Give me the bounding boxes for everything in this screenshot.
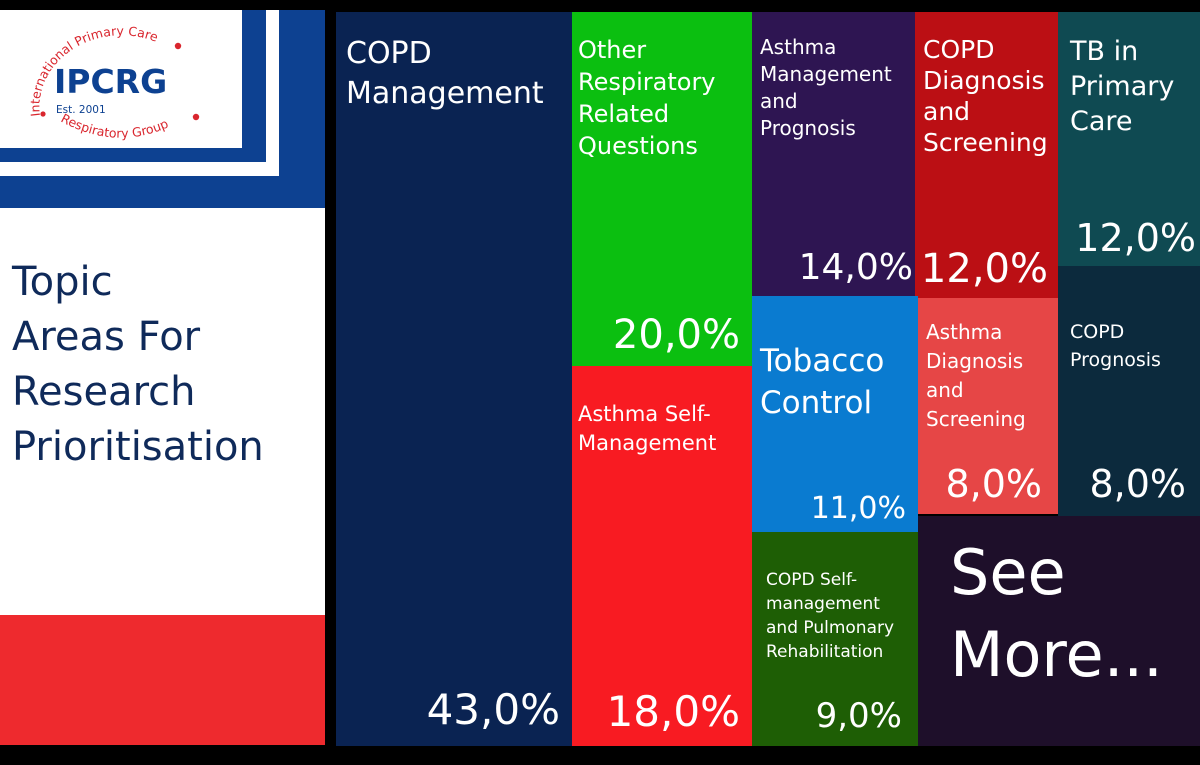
treemap-tile-value: 8,0% (1089, 462, 1186, 506)
treemap-tile[interactable]: COPD Diagnosis and Screening 12,0% (915, 12, 1058, 298)
treemap-tile-value: 11,0% (810, 491, 906, 526)
logo-dot (174, 42, 182, 50)
logo-dot (40, 111, 46, 117)
treemap-tile-label: COPD Diagnosis and Screening (923, 35, 1048, 157)
treemap-tile-label: Other Respiratory Related Questions (578, 36, 716, 160)
treemap-tile-label: TB in Primary Care (1070, 36, 1175, 137)
logo-acronym: IPCRG (54, 62, 167, 101)
treemap-tile-value: 12,0% (1075, 216, 1196, 260)
treemap-tile[interactable]: COPD Prognosis 8,0% (1058, 266, 1200, 516)
treemap-tile-value: 14,0% (798, 247, 913, 288)
treemap-tile-label: Asthma Management and Prognosis (760, 35, 892, 140)
treemap-tile[interactable]: Other Respiratory Related Questions 20,0% (572, 12, 752, 366)
red-footer-band (0, 615, 325, 745)
treemap-tile-value: 20,0% (612, 312, 740, 358)
treemap-tile[interactable]: Tobacco Control 11,0% (752, 296, 918, 532)
treemap-tile-value: 8,0% (945, 462, 1042, 506)
ipcrg-logo: International Primary Care IPCRG Est. 20… (27, 23, 200, 141)
treemap-tile-label: Asthma Diagnosis and Screening (926, 320, 1026, 431)
treemap-tile[interactable]: COPD Self-management and Pulmonary Rehab… (752, 532, 918, 746)
treemap-tile[interactable]: Asthma Management and Prognosis 14,0% (752, 12, 915, 296)
logo-container: International Primary Care IPCRG Est. 20… (0, 10, 242, 148)
treemap-tile-value: 43,0% (426, 685, 560, 734)
treemap-tile[interactable]: Asthma Diagnosis and Screening 8,0% (918, 298, 1058, 514)
treemap-tile-label: COPD Prognosis (1070, 321, 1161, 371)
treemap-tile[interactable]: COPD Management 43,0% (336, 12, 572, 746)
treemap-tile-label: COPD Management (346, 36, 544, 111)
treemap-tile-value: 12,0% (920, 246, 1048, 292)
see-more-tile[interactable] (918, 516, 1200, 746)
sidebar-panel: International Primary Care IPCRG Est. 20… (0, 10, 325, 745)
logo-established: Est. 2001 (56, 104, 106, 116)
see-more-link[interactable]: See More... (950, 536, 1163, 691)
treemap-tile-label: Tobacco Control (760, 343, 885, 421)
treemap-tile-value: 9,0% (815, 696, 902, 736)
treemap-tile-label: Asthma Self-Management (578, 402, 717, 455)
treemap-tile-value: 18,0% (606, 687, 740, 736)
page-title: Topic Areas For Research Prioritisation (12, 259, 264, 470)
treemap-tile[interactable]: Asthma Self-Management 18,0% (572, 366, 752, 746)
treemap-tile-label: COPD Self-management and Pulmonary Rehab… (766, 570, 895, 662)
logo-dot (192, 113, 200, 121)
treemap-chart: COPD Management 43,0% Other Respiratory Re… (336, 12, 1200, 746)
treemap-tile[interactable]: TB in Primary Care 12,0% (1058, 12, 1200, 266)
